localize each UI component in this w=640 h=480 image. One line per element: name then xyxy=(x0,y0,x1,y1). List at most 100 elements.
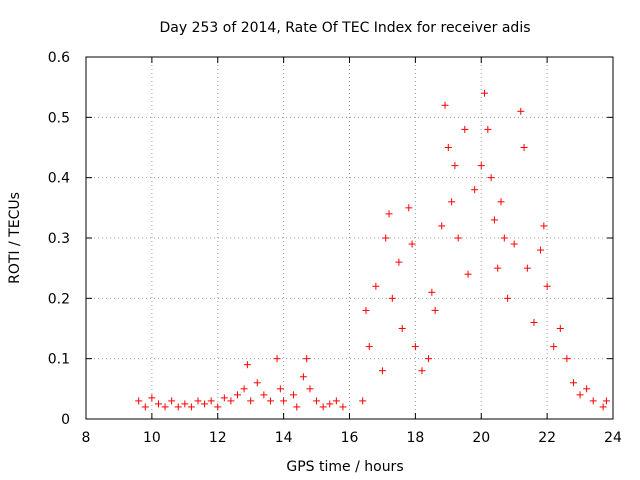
x-tick-label: 16 xyxy=(341,430,359,446)
y-tick-label: 0.5 xyxy=(48,110,70,126)
data-point xyxy=(583,385,591,393)
x-axis-label: GPS time / hours xyxy=(286,459,403,475)
data-point xyxy=(484,125,492,133)
data-point xyxy=(154,400,162,408)
x-tick-label: 12 xyxy=(209,430,227,446)
grid-layer xyxy=(86,57,613,419)
data-point xyxy=(243,361,251,369)
data-point xyxy=(431,306,439,314)
data-point xyxy=(326,400,334,408)
data-point xyxy=(438,222,446,230)
data-point xyxy=(477,162,485,170)
data-point xyxy=(418,367,426,375)
data-point xyxy=(174,403,182,411)
data-point xyxy=(148,394,156,402)
data-point xyxy=(500,234,508,242)
data-point xyxy=(411,343,419,351)
data-point xyxy=(161,403,169,411)
data-point xyxy=(481,89,489,97)
data-point xyxy=(207,397,215,405)
data-point xyxy=(550,343,558,351)
data-point xyxy=(543,282,551,290)
data-point xyxy=(234,391,242,399)
data-point xyxy=(214,403,222,411)
data-point xyxy=(332,397,340,405)
data-point xyxy=(589,397,597,405)
data-point xyxy=(395,258,403,266)
data-point xyxy=(306,385,314,393)
data-point xyxy=(464,270,472,278)
data-point xyxy=(168,397,176,405)
data-point xyxy=(408,240,416,248)
data-point xyxy=(365,343,373,351)
y-axis-label: ROTI / TECUs xyxy=(7,192,23,284)
data-point xyxy=(556,325,564,332)
data-point xyxy=(260,391,268,399)
data-point xyxy=(378,367,386,375)
data-point xyxy=(530,318,538,326)
y-tick-label: 0.6 xyxy=(48,50,70,66)
data-point xyxy=(141,403,149,411)
data-point xyxy=(247,397,255,405)
x-tick-label: 18 xyxy=(406,430,424,446)
data-point xyxy=(276,385,284,393)
ticks-layer: 8 10 12 14 16 18 20 22 24 0 0.1 0.2 0.3 0.4 0.5 0.6 xyxy=(48,50,622,446)
data-point xyxy=(135,397,143,405)
data-point xyxy=(441,101,449,109)
data-point xyxy=(359,397,367,405)
data-point xyxy=(372,282,380,290)
data-point xyxy=(266,397,274,405)
data-point xyxy=(388,294,396,302)
y-tick-label: 0.4 xyxy=(48,171,70,187)
data-point xyxy=(563,355,571,363)
data-point xyxy=(599,403,607,411)
data-point xyxy=(194,397,202,405)
data-point xyxy=(523,264,531,272)
data-point xyxy=(181,400,189,408)
y-tick-label: 0.3 xyxy=(48,231,70,247)
data-point xyxy=(385,210,393,218)
data-point xyxy=(303,355,311,363)
data-point xyxy=(520,144,528,151)
x-tick-label: 20 xyxy=(472,430,490,446)
data-point xyxy=(510,240,518,248)
data-point xyxy=(240,385,248,393)
data-point xyxy=(201,400,209,408)
data-point xyxy=(220,394,228,402)
data-point xyxy=(362,306,370,314)
y-tick-label: 0.1 xyxy=(48,352,70,368)
y-tick-label: 0.2 xyxy=(48,291,70,307)
data-point xyxy=(398,325,406,332)
x-tick-label: 10 xyxy=(143,430,161,446)
y-tick-label: 0 xyxy=(61,412,70,428)
data-point xyxy=(448,198,456,206)
data-point xyxy=(490,216,498,224)
data-point xyxy=(569,379,577,387)
data-point xyxy=(487,174,495,182)
data-point xyxy=(227,397,235,405)
data-point xyxy=(425,355,433,363)
chart-title: Day 253 of 2014, Rate Of TEC Index for r… xyxy=(159,20,530,36)
x-tick-label: 14 xyxy=(275,430,293,446)
data-point xyxy=(602,397,610,405)
data-point xyxy=(461,125,469,133)
x-tick-label: 8 xyxy=(82,430,91,446)
data-point xyxy=(540,222,548,230)
data-point xyxy=(504,294,512,302)
data-point xyxy=(319,403,327,411)
data-point xyxy=(497,198,505,206)
data-point xyxy=(517,107,525,115)
data-point xyxy=(576,391,584,399)
data-point xyxy=(428,288,436,296)
data-point xyxy=(293,403,301,411)
x-tick-label: 24 xyxy=(604,430,622,446)
data-point xyxy=(471,186,479,194)
data-point xyxy=(299,373,307,381)
data-point xyxy=(290,391,298,399)
data-point xyxy=(280,397,288,405)
x-tick-label: 22 xyxy=(538,430,556,446)
data-point xyxy=(494,264,502,272)
data-point xyxy=(187,403,195,411)
data-point xyxy=(339,403,347,411)
data-point xyxy=(313,397,321,405)
